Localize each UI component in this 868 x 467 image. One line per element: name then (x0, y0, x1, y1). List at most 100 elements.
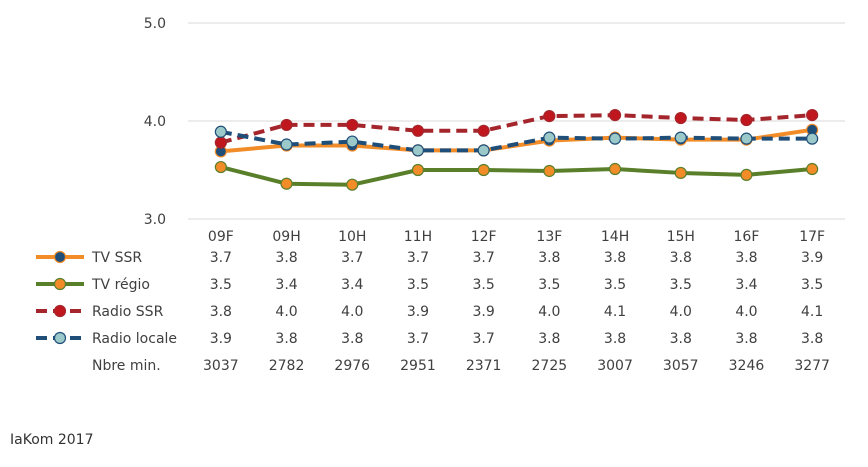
data-point (346, 135, 359, 148)
data-label: 3.9 (473, 304, 495, 320)
data-label: 3.5 (473, 277, 495, 293)
data-label: 3.8 (604, 331, 626, 347)
x-tick-label: 12F (471, 229, 497, 245)
count-value: 3007 (597, 358, 633, 374)
source-footer: IaKom 2017 (10, 432, 94, 448)
data-label: 3.4 (341, 277, 363, 293)
data-point (543, 109, 556, 123)
data-point (477, 144, 490, 157)
data-label: 4.0 (670, 304, 692, 320)
data-label: 3.8 (210, 304, 232, 320)
data-label: 3.8 (801, 331, 823, 347)
count-value: 2371 (466, 358, 502, 374)
x-tick-label: 13F (536, 229, 562, 245)
data-label: 3.7 (473, 331, 495, 347)
data-point (806, 162, 819, 176)
x-tick-label: 10H (338, 229, 366, 245)
data-point (608, 162, 622, 176)
legend-key-marker (53, 331, 67, 345)
data-point (674, 111, 687, 125)
count-row-label: Nbre min. (92, 358, 161, 374)
data-label: 3.8 (604, 250, 626, 266)
series-line-0 (220, 127, 813, 154)
count-value: 2782 (269, 358, 305, 374)
series-line-2 (220, 113, 813, 145)
legend-label: Radio locale (92, 331, 177, 347)
data-point (740, 113, 753, 127)
count-value: 2976 (334, 358, 370, 374)
data-point (608, 132, 622, 145)
x-tick-label: 16F (734, 229, 760, 245)
data-label: 3.7 (407, 250, 429, 266)
data-point (280, 177, 293, 190)
y-tick-label: 5.0 (144, 16, 166, 32)
data-point (543, 164, 556, 178)
data-point (346, 178, 359, 191)
x-tick-label: 15H (667, 229, 695, 245)
x-tick-label: 11H (404, 229, 432, 245)
data-label: 3.9 (801, 250, 823, 266)
x-tick-label: 14H (601, 229, 629, 245)
legend-key-marker (53, 304, 67, 318)
data-point (214, 160, 227, 174)
series-line-1 (220, 165, 813, 187)
data-label: 3.5 (407, 277, 429, 293)
data-label: 3.8 (538, 250, 560, 266)
data-label: 3.8 (275, 250, 297, 266)
data-label: 3.8 (670, 250, 692, 266)
data-point (740, 132, 753, 145)
data-label: 4.0 (275, 304, 297, 320)
data-point (214, 136, 227, 149)
data-label: 3.5 (801, 277, 823, 293)
data-label: 3.7 (210, 250, 232, 266)
legend-label: TV SSR (91, 250, 142, 266)
count-value: 2951 (400, 358, 436, 374)
data-point (674, 166, 687, 180)
legend-key-marker (53, 277, 67, 291)
data-label: 3.9 (407, 304, 429, 320)
legend-key-marker (53, 250, 67, 264)
data-label: 3.7 (341, 250, 363, 266)
data-label: 3.4 (275, 277, 297, 293)
data-point (477, 124, 490, 137)
data-point (674, 131, 687, 144)
data-point (214, 125, 227, 138)
data-label: 4.1 (801, 304, 823, 320)
data-point (411, 144, 425, 157)
data-label: 3.8 (670, 331, 692, 347)
count-value: 3246 (729, 358, 765, 374)
data-label: 4.1 (604, 304, 626, 320)
y-tick-label: 3.0 (144, 212, 166, 228)
count-value: 3057 (663, 358, 699, 374)
data-label: 3.4 (735, 277, 757, 293)
data-label: 3.5 (604, 277, 626, 293)
data-label: 3.8 (538, 331, 560, 347)
data-point (806, 109, 819, 122)
data-label: 3.8 (735, 250, 757, 266)
series-line-3 (220, 129, 813, 153)
data-point (280, 138, 293, 151)
data-label: 3.5 (210, 277, 232, 293)
data-point (806, 132, 819, 145)
data-label: 3.7 (473, 250, 495, 266)
data-point (608, 109, 622, 122)
legend-label: TV régio (91, 277, 150, 293)
data-label: 4.0 (735, 304, 757, 320)
data-label: 3.8 (275, 331, 297, 347)
x-tick-label: 09F (208, 229, 234, 245)
data-point (411, 124, 425, 137)
data-point (740, 168, 753, 181)
data-point (411, 163, 425, 177)
data-label: 3.9 (210, 331, 232, 347)
data-label: 3.5 (538, 277, 560, 293)
data-point (280, 118, 293, 132)
x-tick-label: 17F (799, 229, 825, 245)
data-label: 3.8 (341, 331, 363, 347)
count-value: 3277 (794, 358, 830, 374)
data-point (477, 163, 490, 177)
data-label: 4.0 (341, 304, 363, 320)
count-value: 2725 (532, 358, 568, 374)
legend-label: Radio SSR (92, 304, 164, 320)
x-tick-label: 09H (272, 229, 300, 245)
